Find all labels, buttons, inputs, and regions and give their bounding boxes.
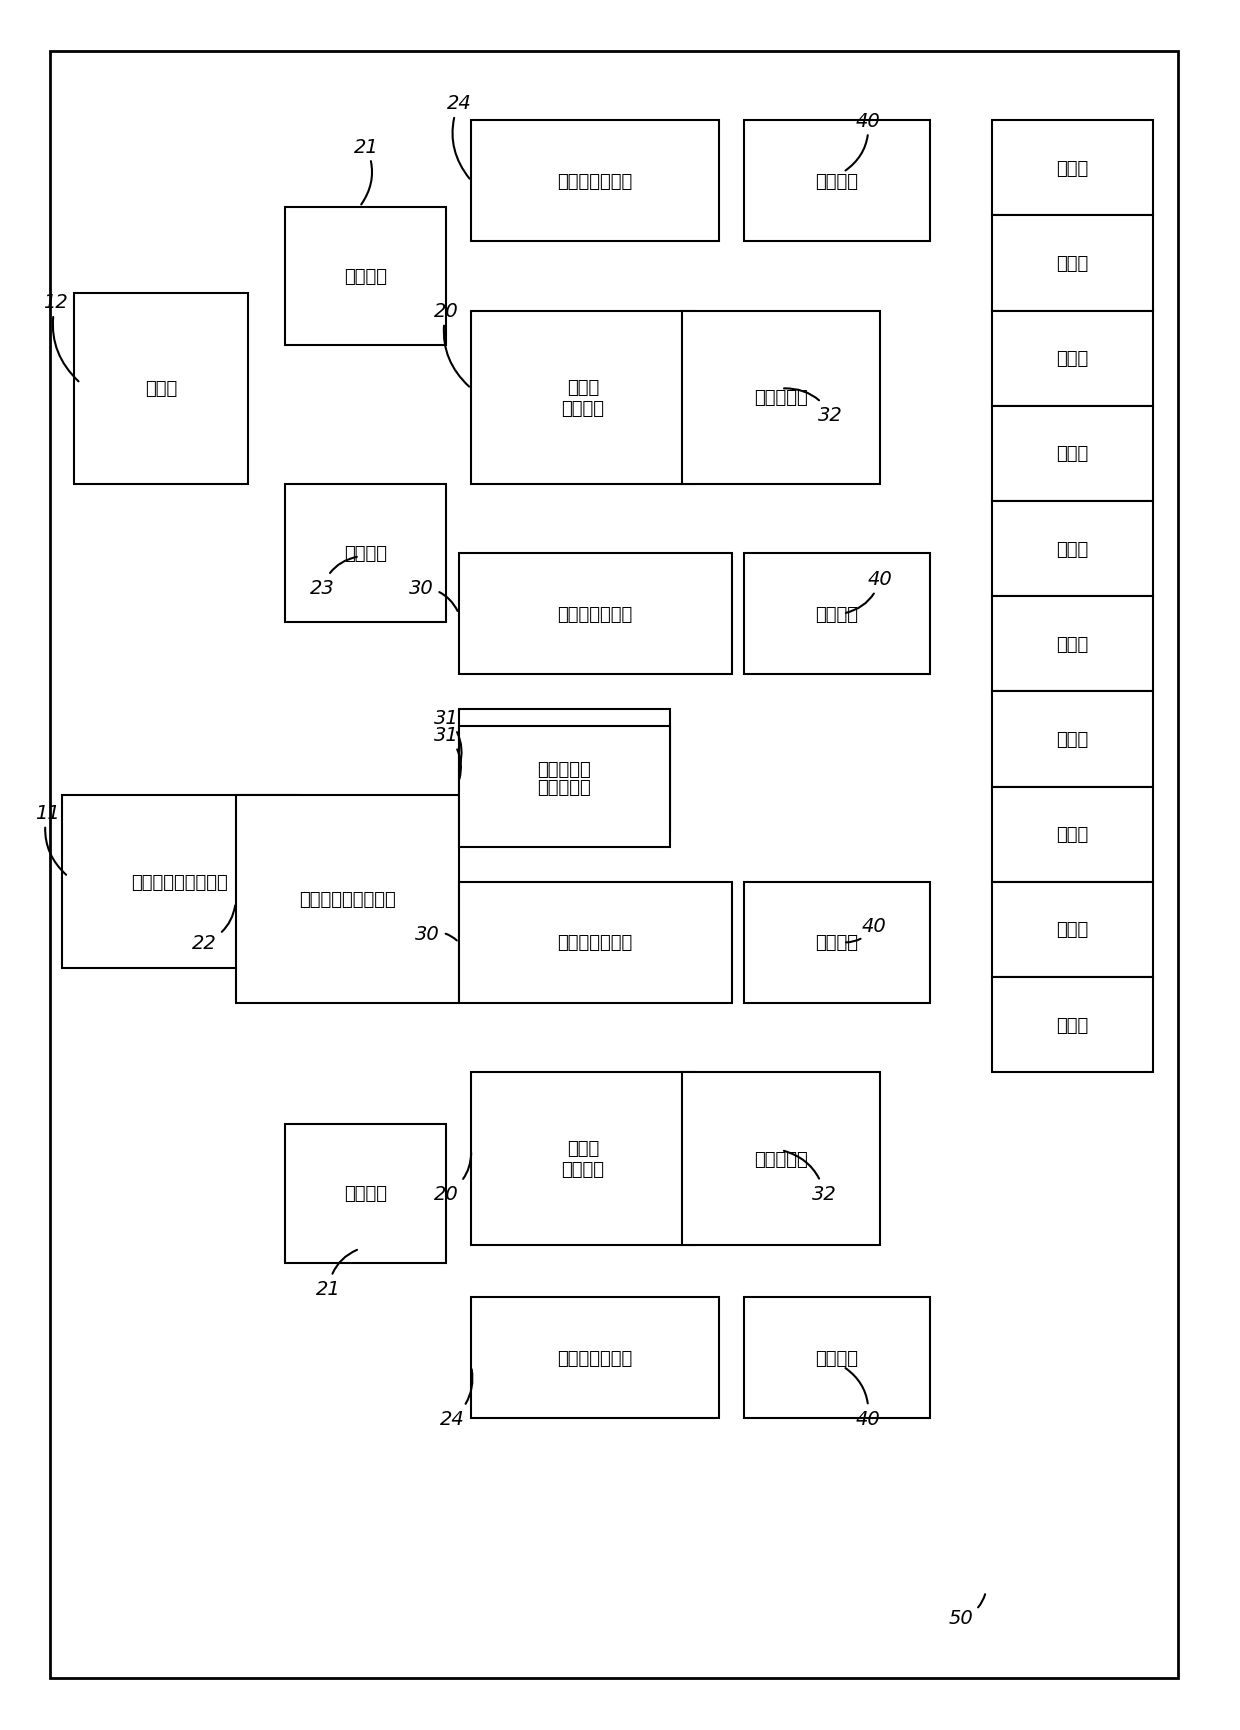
Bar: [744, 121, 930, 242]
Text: 轨道传输: 轨道传输: [816, 1349, 858, 1367]
Text: 40: 40: [846, 112, 880, 171]
Text: 双位智能发框机: 双位智能发框机: [558, 934, 632, 952]
Bar: [682, 1073, 880, 1246]
Bar: [459, 709, 670, 830]
Text: 取药窗: 取药窗: [1056, 540, 1089, 559]
Bar: [471, 1073, 694, 1246]
Bar: [992, 597, 1153, 692]
Bar: [992, 121, 1153, 216]
Text: 22: 22: [192, 907, 236, 952]
Bar: [682, 311, 880, 484]
Text: 取药窗: 取药窗: [1056, 635, 1089, 654]
Text: 智能二级库缓存系统: 智能二级库缓存系统: [131, 874, 228, 891]
Text: 30: 30: [409, 580, 458, 612]
Text: 24: 24: [446, 95, 471, 180]
Bar: [62, 796, 298, 969]
Text: 32: 32: [784, 389, 843, 424]
Bar: [471, 311, 694, 484]
Bar: [285, 1124, 446, 1263]
Bar: [992, 977, 1153, 1073]
Text: 异形包装存储机: 异形包装存储机: [558, 173, 632, 190]
Bar: [471, 121, 719, 242]
Text: 轨道传输: 轨道传输: [816, 173, 858, 190]
Text: 智能冰箱: 智能冰箱: [345, 268, 387, 285]
Bar: [459, 554, 732, 675]
Text: 21: 21: [316, 1251, 357, 1298]
Text: 高速发药机: 高速发药机: [537, 778, 591, 796]
Bar: [744, 554, 930, 675]
Text: 高速发药机: 高速发药机: [537, 761, 591, 779]
Text: 40: 40: [846, 1368, 880, 1427]
Bar: [992, 882, 1153, 977]
Text: 快速发药机: 快速发药机: [754, 389, 808, 407]
Text: 20: 20: [434, 1154, 471, 1202]
Text: 阴凉库: 阴凉库: [145, 381, 177, 398]
Text: 32: 32: [784, 1150, 837, 1202]
Bar: [459, 882, 732, 1003]
Text: 12: 12: [43, 294, 78, 382]
Text: 取药窗: 取药窗: [1056, 730, 1089, 749]
Text: 23: 23: [310, 557, 357, 597]
Bar: [992, 216, 1153, 311]
Bar: [236, 796, 459, 1003]
Text: 取药窗: 取药窗: [1056, 445, 1089, 464]
Bar: [992, 692, 1153, 787]
Text: 整处方
调配区域: 整处方 调配区域: [562, 379, 604, 417]
Text: 智能麻醉药品管理机: 智能麻醉药品管理机: [299, 891, 396, 908]
Text: 整处方
调配区域: 整处方 调配区域: [562, 1140, 604, 1178]
Text: 50: 50: [949, 1595, 985, 1626]
Bar: [285, 208, 446, 346]
Bar: [992, 407, 1153, 502]
Text: 智能冰箱: 智能冰箱: [345, 1185, 387, 1202]
Text: 轨道传输: 轨道传输: [816, 606, 858, 623]
Text: 轨道传输: 轨道传输: [816, 934, 858, 952]
Text: 11: 11: [35, 804, 66, 875]
Text: 智能药架: 智能药架: [345, 545, 387, 562]
Text: 31: 31: [434, 709, 461, 766]
Text: 取药窗: 取药窗: [1056, 159, 1089, 178]
Text: 20: 20: [434, 303, 469, 388]
Text: 快速发药机: 快速发药机: [754, 1150, 808, 1168]
Text: 取药窗: 取药窗: [1056, 920, 1089, 939]
Bar: [744, 882, 930, 1003]
Bar: [992, 311, 1153, 407]
Text: 21: 21: [353, 138, 378, 206]
Bar: [471, 1298, 719, 1419]
Bar: [74, 294, 248, 484]
Bar: [992, 787, 1153, 882]
Bar: [285, 484, 446, 623]
Text: 取药窗: 取药窗: [1056, 1016, 1089, 1035]
Text: 31: 31: [434, 727, 461, 779]
Text: 40: 40: [846, 917, 887, 943]
Text: 30: 30: [415, 926, 456, 943]
Bar: [744, 1298, 930, 1419]
Text: 24: 24: [440, 1370, 472, 1427]
Text: 取药窗: 取药窗: [1056, 349, 1089, 368]
Bar: [459, 727, 670, 848]
Text: 双位智能发框机: 双位智能发框机: [558, 606, 632, 623]
Text: 取药窗: 取药窗: [1056, 254, 1089, 273]
Text: 40: 40: [846, 571, 893, 614]
Text: 异形包装存储机: 异形包装存储机: [558, 1349, 632, 1367]
Bar: [992, 502, 1153, 597]
Text: 取药窗: 取药窗: [1056, 825, 1089, 844]
